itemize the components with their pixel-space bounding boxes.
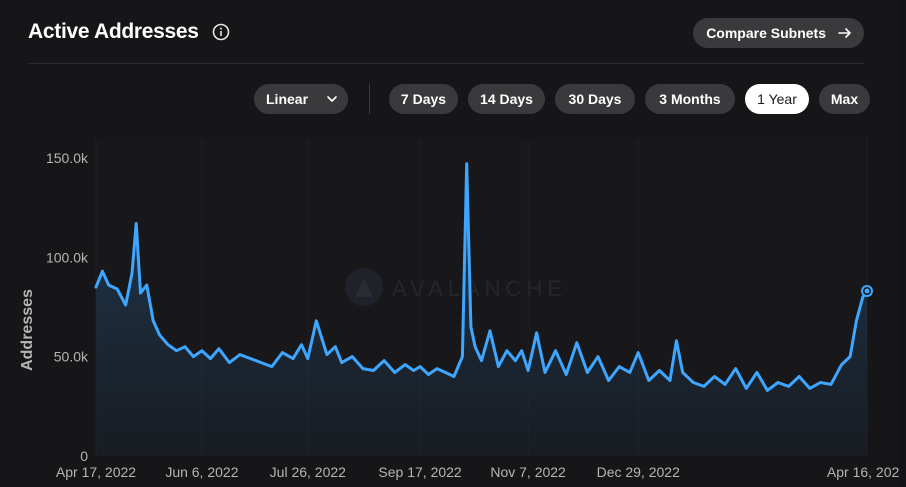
range-1-year-button[interactable]: 1 Year [745,84,809,114]
scale-select[interactable]: Linear [254,84,348,114]
series-line [94,162,869,392]
y-tick-label: 0 [80,448,88,464]
y-tick-label: 50.0k [54,349,89,365]
active-addresses-chart: 0 50.0k 100.0k 150.0k Apr 17, 2022 Jun 6, 20… [19,138,900,480]
x-tick-label: Dec 29, 2022 [597,464,680,480]
x-tick-label: Sep 17, 2022 [378,464,462,480]
range-7-days-button[interactable]: 7 Days [389,84,458,114]
watermark: AVALANCHE [345,268,567,306]
arrow-right-icon [838,28,851,38]
series-area [96,163,867,457]
x-axis-ticks: Apr 17, 2022 Jun 6, 2022 Jul 26, 2022 Sep 1… [56,464,900,480]
y-axis-ticks: 0 50.0k 100.0k 150.0k [46,150,89,464]
x-tick-label: Jun 6, 2022 [165,464,238,480]
last-point-marker-inner [864,288,870,294]
x-tick-label: Nov 7, 2022 [490,464,566,480]
watermark-text: AVALANCHE [392,276,567,301]
page-title: Active Addresses [28,20,199,43]
compare-subnets-button[interactable]: Compare Subnets [693,18,864,48]
range-14-days-button[interactable]: 14 Days [468,84,545,114]
controls-separator [369,84,370,114]
x-tick-label: Jul 26, 2022 [270,464,346,480]
info-icon[interactable] [212,23,230,41]
compare-subnets-label: Compare Subnets [706,25,826,41]
range-30-days-button[interactable]: 30 Days [555,84,635,114]
y-axis-label: Addresses [19,289,36,371]
y-tick-label: 100.0k [46,249,89,265]
scale-select-value: Linear [266,91,309,107]
chevron-down-icon [327,96,337,102]
range-3-months-button[interactable]: 3 Months [645,84,735,114]
x-tick-label: Apr 16, 2023 [827,464,900,480]
card-header: Active Addresses Compare Subnets [28,18,864,48]
range-max-button[interactable]: Max [819,84,870,114]
x-tick-label: Apr 17, 2022 [56,464,136,480]
header-divider [28,63,864,64]
y-tick-label: 150.0k [46,150,89,166]
